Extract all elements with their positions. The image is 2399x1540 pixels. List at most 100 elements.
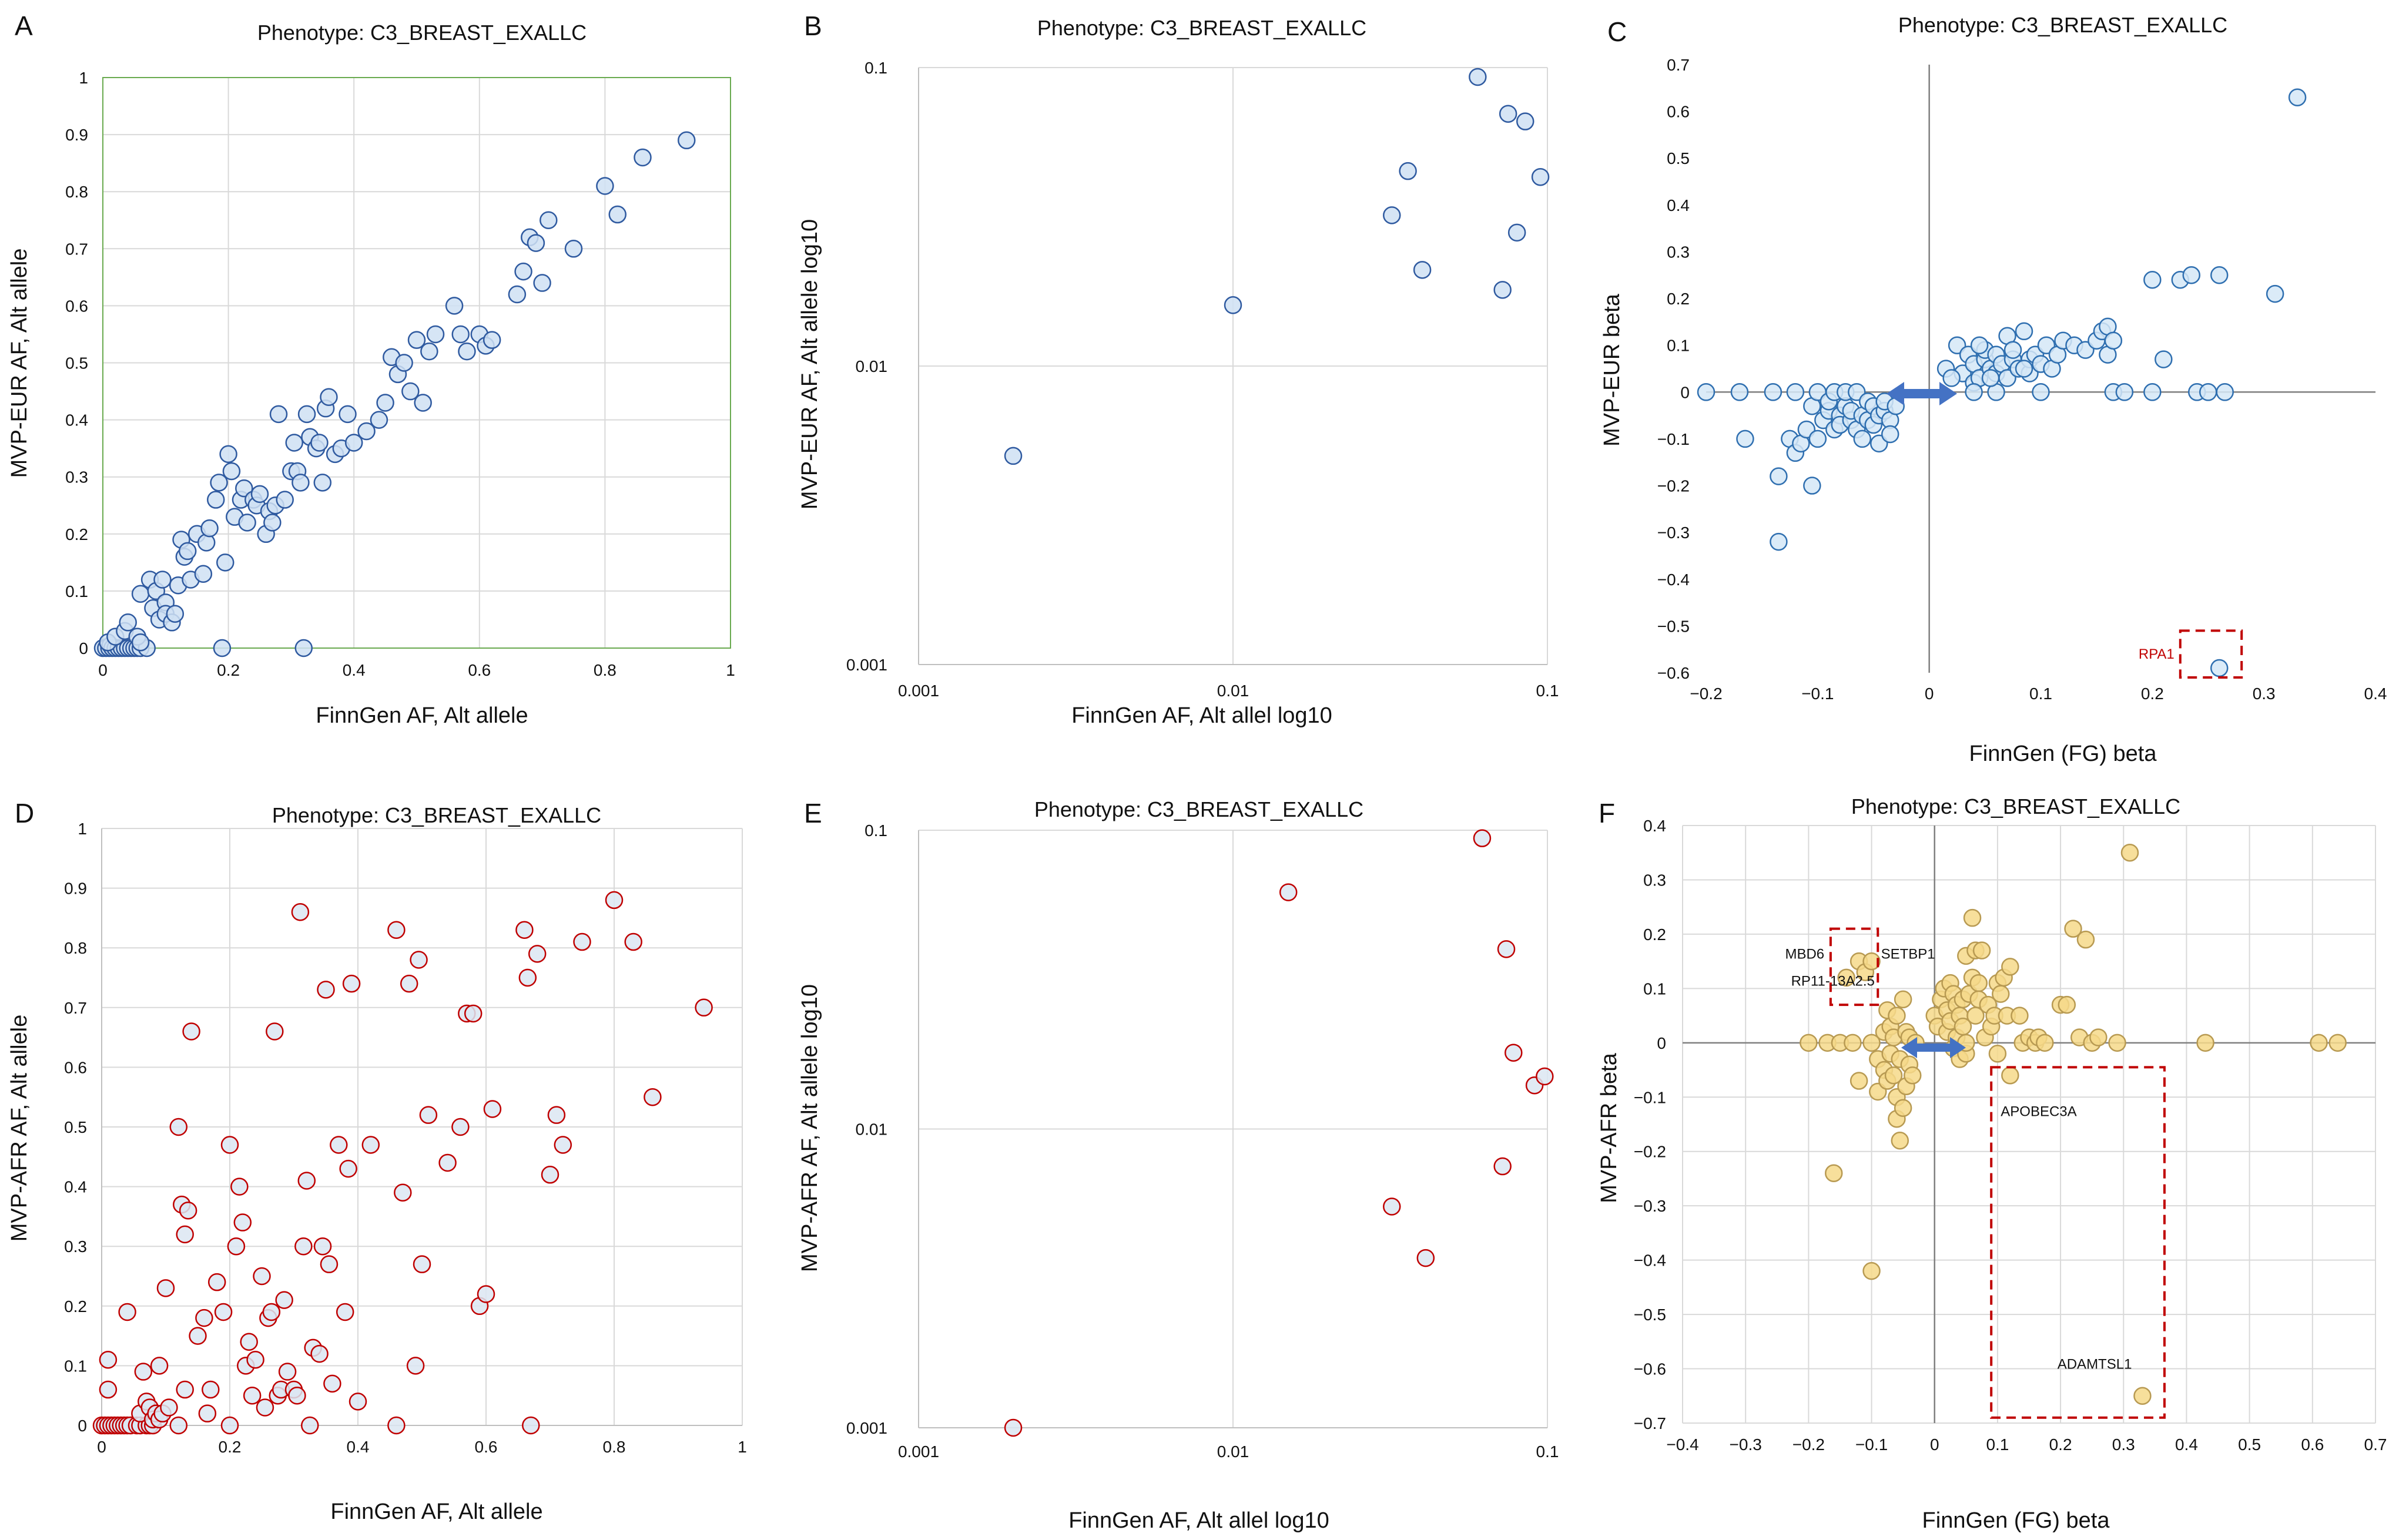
- data-point: [119, 613, 137, 632]
- annotation-label-setbp1: SETBP1: [1881, 947, 1935, 962]
- data-point: [564, 240, 583, 258]
- annotation-label-rp11: RP11-13A2.5: [1791, 974, 1875, 989]
- x-tick-label: 0.1: [1536, 1442, 1559, 1461]
- data-point: [1853, 430, 1872, 448]
- data-point: [227, 1237, 246, 1256]
- x-tick-label: 0.2: [2141, 685, 2164, 703]
- x-tick-label: 0.3: [2253, 685, 2276, 703]
- annotation-box-apobec3a: [1990, 1066, 2166, 1419]
- x-tick-label: 0.001: [898, 1442, 939, 1461]
- data-point: [1497, 940, 1516, 958]
- data-point: [230, 1177, 249, 1196]
- data-point: [1516, 112, 1534, 130]
- data-point: [1786, 383, 1805, 401]
- data-point: [695, 998, 713, 1017]
- chart-panel-f: F Phenotype: C3_BREAST_EXALLC −0.4 −0.3 −0.2…: [1597, 794, 2387, 1533]
- x-tick-label: 0.2: [219, 1438, 242, 1456]
- data-point: [1862, 952, 1881, 971]
- data-point: [1881, 425, 1899, 444]
- data-point: [253, 1267, 271, 1286]
- data-point: [514, 262, 532, 281]
- annotation-label-adamtsl1: ADAMTSL1: [2058, 1357, 2132, 1373]
- data-point: [2089, 1028, 2107, 1046]
- data-point: [150, 1357, 169, 1375]
- data-point: [1505, 1044, 1523, 1062]
- data-point: [292, 474, 310, 492]
- data-point: [2058, 995, 2076, 1014]
- data-point: [508, 285, 527, 304]
- data-point: [1808, 430, 1827, 448]
- y-tick-label: 0.6: [64, 1058, 87, 1076]
- panel-letter: C: [1607, 16, 1627, 47]
- data-point: [313, 474, 332, 492]
- chart-panel-c: C Phenotype: C3_BREAST_EXALLC −0.2 −0.1 0 0.1…: [1600, 13, 2387, 766]
- y-tick-label: 0.9: [64, 880, 87, 898]
- x-axis-label: FinnGen AF, Alt allel log10: [1068, 1508, 1329, 1533]
- data-point: [1493, 281, 1512, 299]
- y-tick-label: 0.3: [64, 1237, 87, 1256]
- data-point: [323, 1374, 341, 1393]
- y-axis-label: MVP-EUR AF, Alt allele log10: [798, 219, 822, 509]
- x-tick-label: −0.2: [1690, 685, 1722, 703]
- y-tick-label: 0.8: [65, 183, 88, 201]
- data-point: [541, 1166, 559, 1184]
- data-point: [320, 388, 338, 407]
- data-point: [540, 211, 558, 229]
- panel-letter: F: [1599, 798, 1615, 828]
- y-tick-label: 0.2: [1667, 290, 1690, 308]
- data-point: [2076, 930, 2095, 949]
- y-tick-label: 1: [78, 820, 87, 838]
- y-axis-label: MVP-AFR AF, Alt allele log10: [798, 984, 822, 1272]
- data-point: [1884, 1066, 1903, 1085]
- data-point: [339, 1159, 357, 1178]
- y-tick-label: 0.7: [65, 240, 88, 258]
- x-tick-label: 0.2: [217, 661, 240, 679]
- data-point: [200, 519, 219, 538]
- data-point: [406, 1357, 425, 1375]
- data-point: [1469, 68, 1487, 86]
- data-point: [278, 1363, 297, 1381]
- x-tick-label: 0: [1930, 1435, 1939, 1454]
- data-point: [2143, 270, 2162, 289]
- data-point: [262, 1303, 281, 1321]
- data-point: [1416, 1249, 1435, 1267]
- data-point: [1730, 383, 1749, 401]
- data-point: [458, 342, 476, 361]
- y-tick-label: 0.6: [65, 297, 88, 315]
- y-tick-label: 0.1: [65, 582, 88, 600]
- data-point: [1837, 968, 1855, 987]
- panel-letter: E: [804, 798, 822, 828]
- panel-letter: D: [15, 798, 34, 828]
- data-point: [1844, 1034, 1862, 1052]
- x-tick-label: 0.4: [347, 1438, 370, 1456]
- data-point: [275, 1291, 293, 1309]
- x-tick-label: −0.1: [1855, 1435, 1888, 1454]
- data-point: [413, 1255, 431, 1273]
- data-point: [214, 1303, 233, 1321]
- data-point: [483, 1100, 502, 1118]
- data-point: [285, 434, 303, 452]
- data-point: [240, 1333, 258, 1351]
- y-tick-label: 0.001: [846, 1419, 887, 1437]
- panel-letter: B: [804, 11, 822, 41]
- data-point: [1888, 1006, 1906, 1025]
- data-point: [1969, 974, 1988, 992]
- y-tick-label: 0.1: [1667, 337, 1690, 355]
- data-point: [189, 1327, 207, 1345]
- data-point: [1764, 383, 1783, 401]
- y-tick-label: 0.1: [865, 821, 887, 840]
- data-point: [464, 1004, 483, 1023]
- data-point: [387, 921, 406, 939]
- double-arrow: [1887, 382, 1957, 405]
- x-tick-label: 0.4: [2175, 1435, 2198, 1454]
- data-point: [2011, 1006, 2029, 1025]
- data-point: [220, 1416, 239, 1435]
- data-point: [394, 1183, 412, 1202]
- x-axis-label: FinnGen (FG) beta: [1969, 742, 2157, 766]
- data-point: [342, 974, 361, 993]
- data-point: [235, 479, 253, 498]
- data-point: [395, 354, 413, 372]
- data-point: [2036, 1034, 2054, 1052]
- chart-panel-a: A Phenotype: C3_BREAST_EXALLC 0 0.2 0.4 0.6 0.…: [7, 11, 735, 728]
- data-point: [2328, 1034, 2347, 1052]
